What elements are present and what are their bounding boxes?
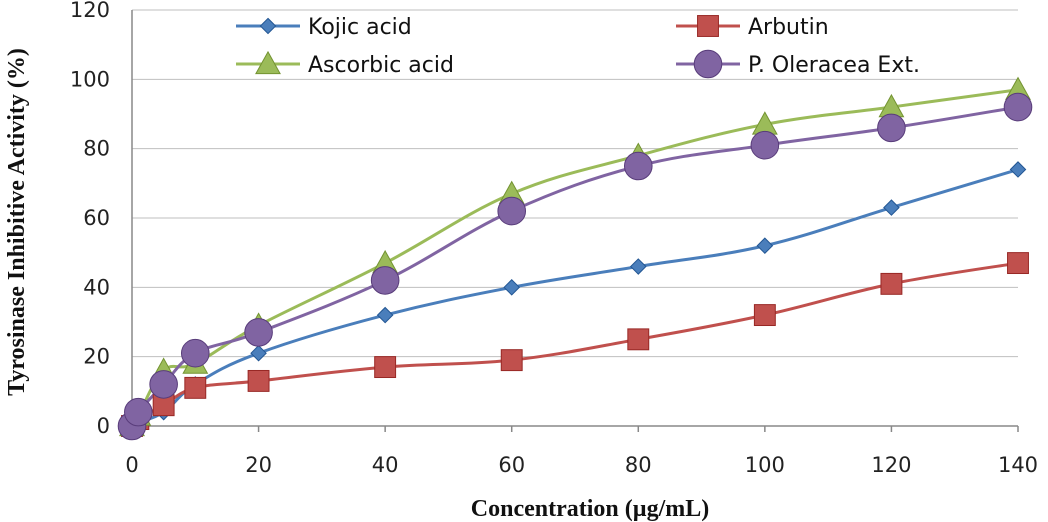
- legend-marker: [693, 49, 723, 79]
- y-tick-label: 80: [83, 137, 110, 161]
- data-point-arbutin: [627, 328, 650, 351]
- y-tick-label: 60: [83, 206, 110, 230]
- x-tick-label: 120: [871, 453, 911, 477]
- y-tick-label: 120: [70, 0, 110, 22]
- x-axis-title: Concentration (µg/mL): [471, 496, 709, 522]
- legend-item-p-oleracea-ext: P. Oleracea Ext.: [676, 49, 920, 79]
- x-tick-label: 100: [745, 453, 785, 477]
- data-point-p-oleracea-ext: [149, 370, 178, 399]
- legend: Kojic acid Arbutin Ascorbic acid P. Olerace…: [236, 15, 920, 79]
- legend-marker: [255, 50, 281, 75]
- x-tick-label: 40: [372, 453, 399, 477]
- legend-item-arbutin: Arbutin: [676, 15, 829, 40]
- data-point-kojic-acid: [376, 306, 394, 324]
- data-point-kojic-acid: [883, 199, 900, 216]
- y-tick-label: 100: [70, 67, 110, 91]
- x-tick-label: 140: [998, 453, 1038, 477]
- data-point-p-oleracea-ext: [877, 113, 906, 143]
- legend-item-kojic-acid: Kojic acid: [236, 15, 412, 40]
- y-tick-labels: 0 20 40 60 80 100 120: [70, 0, 110, 438]
- data-point-p-oleracea-ext: [244, 318, 273, 347]
- data-point-arbutin: [753, 304, 776, 327]
- x-tick-label: 0: [125, 453, 138, 477]
- data-point-kojic-acid: [629, 258, 647, 275]
- x-tick-labels: 0 20 40 60 80 100 120 140: [125, 426, 1038, 477]
- x-tick-label: 80: [625, 453, 652, 477]
- legend-label: Arbutin: [748, 15, 829, 40]
- y-tick-label: 20: [83, 345, 110, 369]
- y-axis-title: Tyrosinase Inhibitive Activity (%): [4, 48, 30, 396]
- data-point-p-oleracea-ext: [750, 130, 780, 160]
- data-point-kojic-acid: [503, 279, 521, 296]
- series-markers: [117, 76, 1033, 441]
- x-tick-label: 20: [245, 453, 272, 477]
- legend-label: P. Oleracea Ext.: [748, 53, 920, 78]
- data-point-p-oleracea-ext: [180, 338, 210, 368]
- legend-item-ascorbic-acid: Ascorbic acid: [236, 50, 454, 78]
- axes: [131, 10, 1018, 427]
- legend-marker: [259, 17, 277, 35]
- legend-label: Ascorbic acid: [308, 53, 454, 78]
- y-tick-label: 40: [83, 275, 110, 299]
- data-point-kojic-acid: [1009, 161, 1027, 178]
- data-point-p-oleracea-ext: [124, 397, 153, 427]
- data-point-arbutin: [1007, 252, 1029, 275]
- x-tick-label: 60: [498, 453, 525, 477]
- legend-label: Kojic acid: [308, 15, 412, 40]
- data-point-p-oleracea-ext: [497, 196, 527, 226]
- data-point-arbutin: [500, 349, 523, 372]
- data-point-arbutin: [247, 369, 270, 392]
- data-point-arbutin: [880, 272, 903, 295]
- legend-marker: [697, 15, 719, 37]
- y-tick-label: 0: [97, 414, 110, 438]
- data-point-arbutin: [374, 356, 397, 379]
- data-point-p-oleracea-ext: [370, 266, 400, 295]
- data-point-kojic-acid: [756, 237, 774, 255]
- data-point-p-oleracea-ext: [623, 151, 653, 181]
- data-point-kojic-acid: [250, 344, 267, 362]
- gridlines: [132, 9, 1018, 358]
- data-point-p-oleracea-ext: [1003, 92, 1033, 122]
- data-point-arbutin: [184, 376, 207, 399]
